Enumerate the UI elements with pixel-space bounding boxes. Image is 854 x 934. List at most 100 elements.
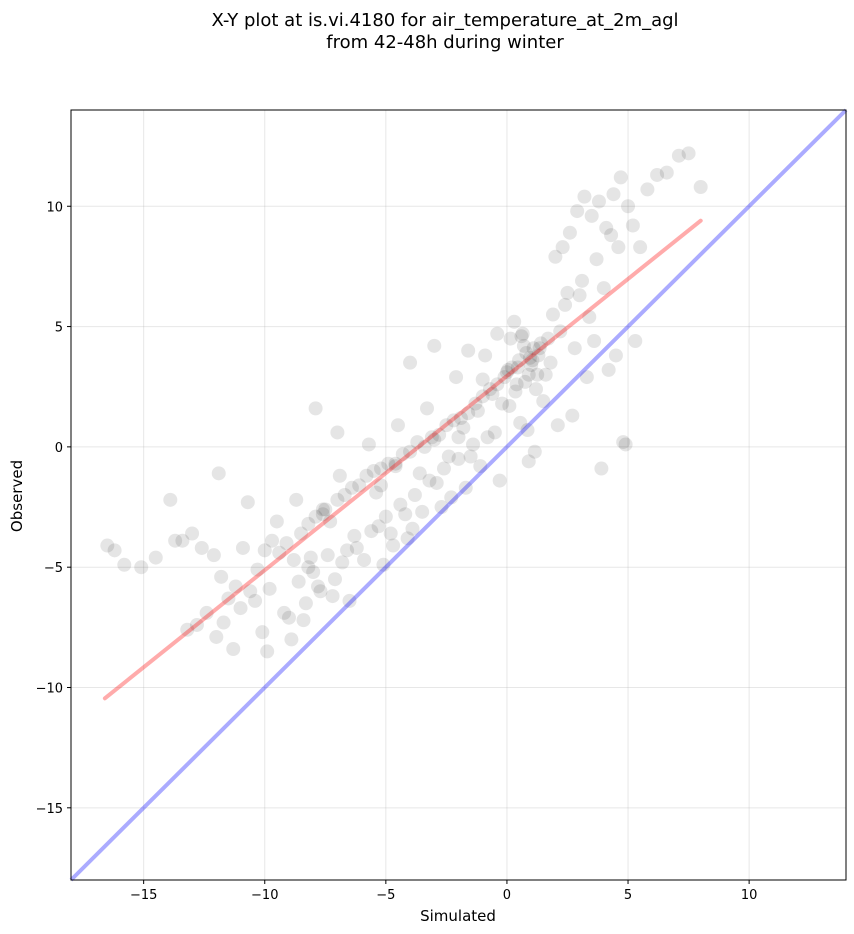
- data-point: [194, 540, 209, 555]
- data-point: [332, 468, 347, 483]
- data-point: [318, 502, 333, 517]
- data-point: [320, 548, 335, 563]
- data-point: [628, 334, 643, 348]
- data-point: [311, 579, 326, 594]
- data-point: [560, 285, 575, 300]
- data-point: [349, 540, 364, 555]
- data-point: [424, 430, 439, 445]
- data-point: [281, 610, 296, 625]
- data-point: [451, 451, 466, 466]
- data-point: [301, 560, 316, 575]
- data-point: [461, 406, 476, 421]
- data-point: [240, 495, 255, 510]
- data-point: [548, 249, 563, 264]
- data-point: [693, 180, 708, 194]
- data-point: [265, 533, 280, 548]
- data-point: [587, 334, 602, 348]
- scatter-points: [100, 146, 708, 659]
- data-point: [211, 466, 226, 481]
- x-axis-label: Simulated: [420, 907, 496, 925]
- data-point: [393, 497, 408, 512]
- x-tick-label: −10: [251, 888, 278, 903]
- y-tick-label: 0: [55, 441, 63, 456]
- data-point: [313, 584, 328, 599]
- data-point: [444, 490, 459, 505]
- y-axis-ticks: −15 −10 −5 0 5 10: [36, 200, 71, 817]
- data-point: [522, 350, 537, 365]
- data-point: [294, 526, 309, 541]
- data-point: [361, 437, 376, 452]
- data-point: [461, 343, 476, 358]
- data-point: [405, 521, 420, 536]
- data-point: [296, 613, 311, 628]
- data-point: [325, 589, 340, 604]
- data-point: [553, 324, 568, 339]
- data-point: [478, 348, 493, 363]
- data-point: [633, 240, 648, 255]
- data-point: [515, 326, 530, 341]
- data-point: [482, 382, 497, 397]
- data-point: [342, 593, 357, 608]
- data-point: [531, 348, 546, 363]
- data-point: [429, 475, 444, 490]
- data-point: [250, 562, 265, 577]
- x-tick-label: −5: [376, 888, 395, 903]
- data-point: [591, 194, 606, 209]
- data-point: [398, 507, 413, 522]
- data-point: [584, 208, 599, 223]
- data-point: [369, 485, 384, 500]
- data-point: [439, 418, 454, 433]
- data-point: [499, 365, 514, 380]
- data-point: [608, 348, 623, 363]
- data-point: [427, 432, 442, 447]
- x-tick-label: 10: [741, 888, 758, 903]
- data-point: [589, 252, 604, 267]
- data-point: [507, 314, 522, 329]
- y-tick-label: 10: [46, 200, 63, 215]
- data-point: [508, 384, 523, 399]
- data-point: [327, 572, 342, 587]
- data-point: [504, 360, 519, 375]
- data-point: [371, 519, 386, 534]
- data-point: [453, 411, 468, 425]
- data-point: [555, 240, 570, 255]
- data-point: [449, 370, 464, 385]
- data-point: [625, 218, 640, 233]
- x-tick-label: 0: [503, 888, 511, 903]
- data-point: [451, 430, 466, 445]
- data-point: [291, 574, 306, 589]
- data-point: [330, 425, 345, 440]
- data-point: [388, 456, 403, 471]
- data-point: [456, 420, 471, 435]
- data-point: [352, 478, 367, 493]
- data-point: [168, 533, 183, 548]
- data-point: [621, 199, 636, 214]
- data-point: [606, 187, 621, 202]
- data-point: [434, 500, 449, 515]
- data-point: [579, 370, 594, 385]
- data-point: [473, 459, 488, 474]
- data-point: [525, 353, 540, 368]
- data-point: [532, 341, 547, 356]
- data-point: [490, 377, 505, 392]
- data-point: [567, 341, 582, 356]
- data-point: [596, 281, 611, 296]
- data-point: [269, 514, 284, 529]
- data-point: [366, 463, 381, 478]
- data-point: [562, 225, 577, 240]
- data-point: [185, 526, 200, 541]
- data-point: [400, 531, 415, 546]
- data-point: [386, 538, 401, 553]
- data-point: [518, 374, 533, 389]
- data-point: [100, 538, 115, 553]
- data-point: [315, 507, 330, 522]
- data-point: [463, 449, 478, 464]
- data-point: [163, 492, 178, 507]
- data-point: [279, 536, 294, 551]
- data-point: [340, 543, 355, 558]
- data-point: [470, 403, 485, 418]
- data-point: [446, 413, 461, 428]
- data-point: [214, 569, 229, 584]
- data-point: [640, 182, 655, 197]
- data-point: [512, 353, 527, 368]
